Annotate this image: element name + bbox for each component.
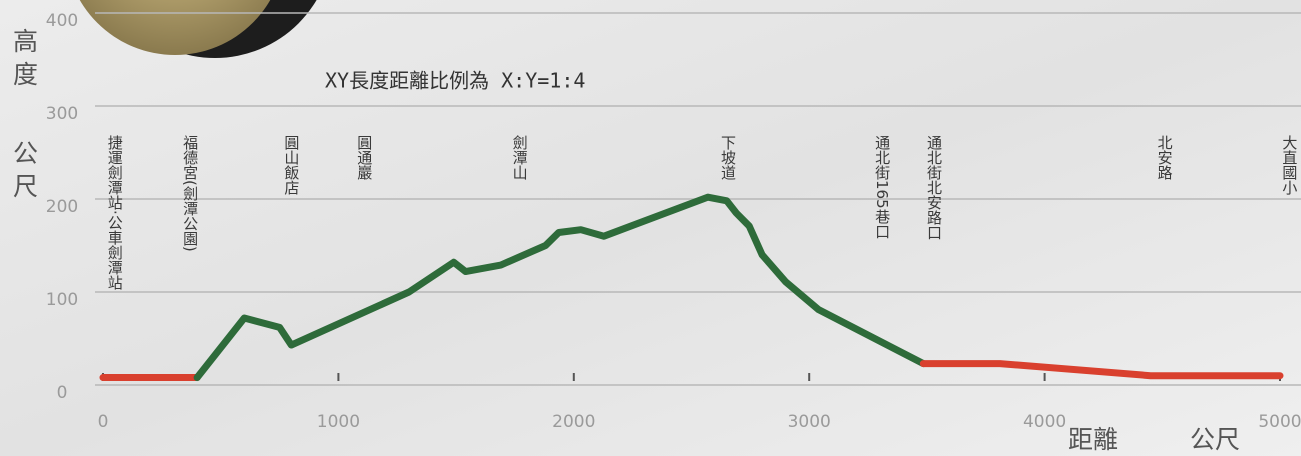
y-tick-label: 400 bbox=[46, 11, 78, 31]
x-tick-label: 1000 bbox=[317, 412, 360, 432]
x-tick-label: 4000 bbox=[1023, 412, 1066, 432]
annotation: XY長度距離比例為 X:Y=1:4 bbox=[325, 69, 585, 93]
x-axis-label: 公尺 bbox=[1190, 425, 1240, 454]
y-axis-label: 高度 bbox=[10, 28, 39, 94]
y-tick-label: 0 bbox=[57, 383, 68, 403]
x-tick-label: 5000 bbox=[1258, 412, 1301, 432]
profile-line bbox=[919, 360, 1284, 380]
place-label: 北安路 bbox=[1156, 135, 1174, 180]
place-label: 劍潭山 bbox=[511, 135, 529, 180]
profile-line bbox=[193, 193, 927, 382]
x-axis-label: 距離 bbox=[1068, 425, 1118, 454]
place-label: 圓通巖 bbox=[355, 135, 373, 180]
place-label: 福德宮(劍潭公園) bbox=[181, 135, 199, 252]
y-tick-label: 300 bbox=[46, 104, 78, 124]
y-tick-label: 100 bbox=[46, 290, 78, 310]
place-label: 圓山飯店 bbox=[282, 135, 300, 195]
y-axis-label: 公尺 bbox=[10, 140, 39, 206]
x-tick-label: 2000 bbox=[552, 412, 595, 432]
y-tick-label: 200 bbox=[46, 197, 78, 217]
place-label: 下坡道 bbox=[719, 135, 737, 180]
x-tick-label: 3000 bbox=[788, 412, 831, 432]
x-tick-label: 0 bbox=[98, 412, 109, 432]
place-label: 捷運劍潭站·公車劍潭站 bbox=[106, 135, 124, 290]
place-label: 大直國小 bbox=[1280, 135, 1298, 196]
place-label: 通北街北安路口 bbox=[925, 135, 943, 240]
place-label: 通北街165巷口 bbox=[873, 135, 891, 239]
